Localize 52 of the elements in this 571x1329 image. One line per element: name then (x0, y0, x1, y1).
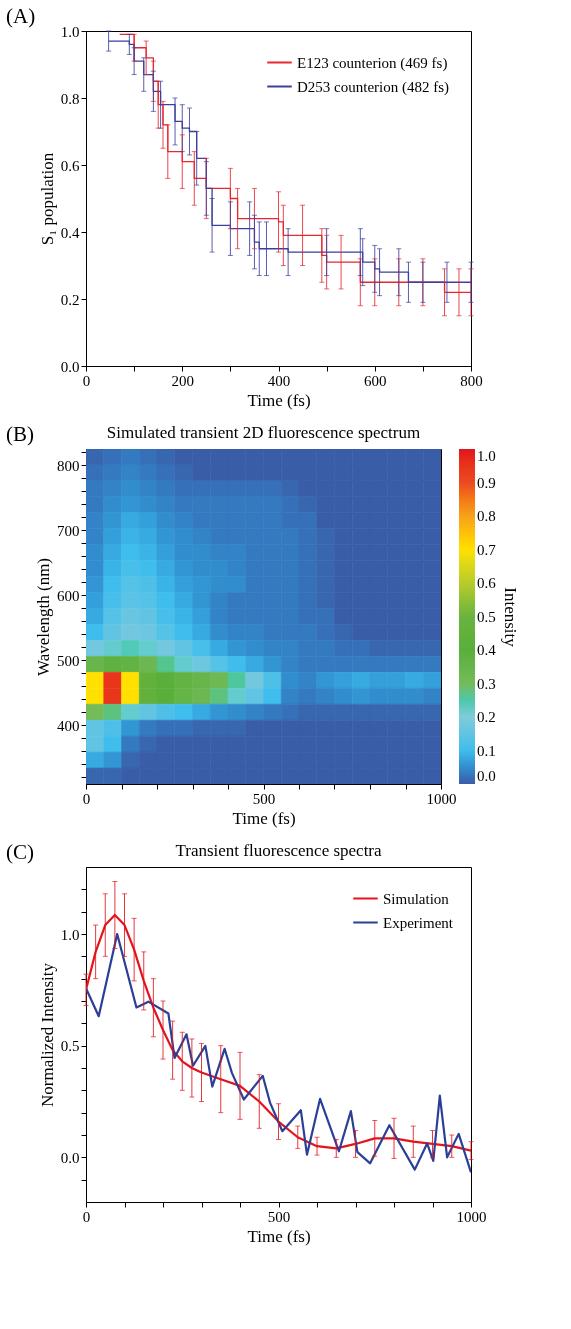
x-tick-label: 0 (82, 790, 91, 807)
x-axis-title: Time (fs) (247, 390, 311, 410)
text: (A) (6, 4, 36, 28)
y-tick-label: 1.0 (60, 926, 80, 943)
color-bar-label: 0.2 (477, 709, 496, 725)
y-tick-label: 800 (57, 457, 80, 474)
x-axis-title: Time (fs) (232, 808, 296, 828)
x-tick-label: 1000 (456, 1208, 487, 1225)
x-tick-label: 0 (82, 1208, 91, 1225)
y-tick-label: 0.5 (60, 1038, 80, 1055)
y-tick-label: 700 (57, 522, 80, 539)
y-tick-label: 1.0 (60, 23, 80, 40)
color-bar-label: 0.8 (477, 508, 496, 524)
x-tick-label: 0 (82, 372, 91, 389)
color-bar-label: 0.0 (477, 768, 496, 784)
color-bar-label: 0.5 (477, 608, 496, 625)
color-bar-title: Intensity (501, 587, 520, 648)
color-bar-label: 0.4 (477, 642, 497, 658)
x-tick-label: 1000 (426, 790, 457, 807)
y-tick-label: 0.0 (60, 358, 80, 375)
y-tick-label: 0.2 (60, 291, 80, 308)
x-tick-label: 500 (252, 790, 276, 807)
chart-title: Transient fluorescence spectra (175, 841, 383, 860)
y-axis-title: Normalized Intensity (37, 962, 57, 1107)
x-tick-label: 500 (267, 1208, 291, 1225)
color-bar-label: 1.0 (477, 448, 496, 464)
text: (B) (6, 422, 34, 446)
text: (C) (6, 840, 34, 864)
y-tick-label: 0.0 (60, 1149, 80, 1166)
color-bar-label: 0.1 (477, 742, 496, 759)
y-tick-label: 0.6 (60, 157, 80, 174)
x-tick-label: 200 (171, 372, 194, 389)
y-axis-title: Wavelength (nm) (34, 557, 53, 677)
color-bar-label: 0.7 (477, 541, 497, 558)
legend-label: E123 counterion (469 fs) (297, 54, 448, 72)
legend-label: Experiment (383, 914, 454, 931)
x-tick-label: 800 (460, 372, 483, 389)
y-tick-label: 500 (57, 652, 80, 669)
x-axis-title: Time (fs) (247, 1226, 311, 1246)
y-tick-label: 400 (57, 717, 80, 734)
y-axis-title: S₁ population (37, 152, 57, 246)
y-tick-label: 0.8 (60, 90, 80, 107)
x-tick-label: 600 (364, 372, 387, 389)
color-bar-label: 0.3 (477, 675, 496, 692)
legend-label: D253 counterion (482 fs) (297, 78, 450, 96)
chart-title: Simulated transient 2D fluorescence spectrum (106, 423, 421, 442)
x-tick-label: 400 (267, 372, 291, 389)
y-tick-label: 0.4 (60, 224, 80, 241)
color-bar-label: 0.9 (477, 474, 496, 491)
color-bar-label: 0.6 (477, 575, 497, 591)
legend-label: Simulation (383, 890, 450, 907)
y-tick-label: 600 (57, 587, 80, 604)
